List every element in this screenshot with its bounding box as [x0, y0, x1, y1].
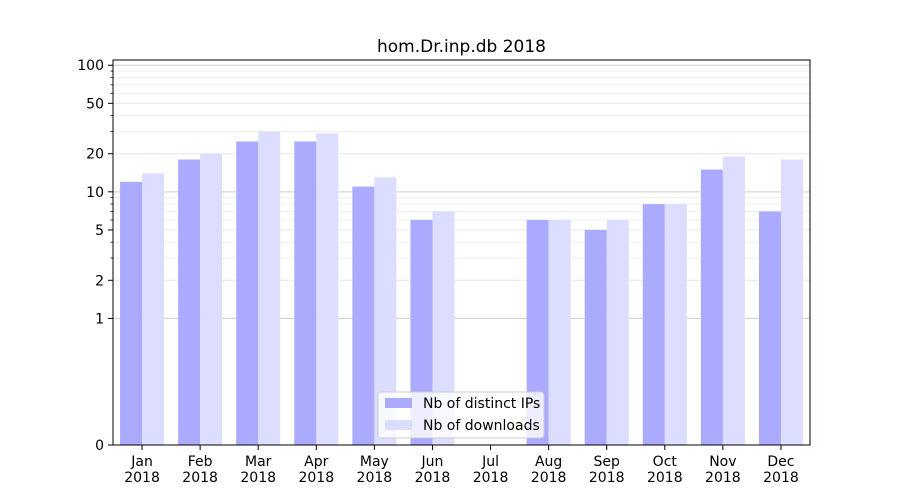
y-tick-label: 20 [86, 147, 104, 163]
chart-title: hom.Dr.inp.db 2018 [377, 37, 546, 57]
x-tick-label-month: Feb [188, 454, 213, 470]
bar-distinct-ips-feb [178, 159, 201, 445]
bar-distinct-ips-dec [758, 211, 781, 445]
x-tick-label-month: Dec [767, 454, 794, 470]
legend-label-downloads: Nb of downloads [423, 418, 540, 434]
bar-distinct-ips-jun [410, 219, 433, 445]
bar-distinct-ips-mar [236, 141, 259, 445]
x-tick-label-year: 2018 [473, 470, 509, 486]
bar-downloads-jun [432, 211, 455, 445]
x-tick-label-month: May [360, 454, 389, 470]
y-tick-label: 5 [95, 223, 104, 239]
legend-label-distinct-ips: Nb of distinct IPs [423, 396, 540, 412]
y-tick-label: 2 [95, 273, 104, 289]
legend: Nb of distinct IPs Nb of downloads [377, 391, 545, 439]
bar-downloads-nov [722, 156, 745, 446]
x-tick-label-year: 2018 [240, 470, 276, 486]
x-tick-label-year: 2018 [298, 470, 334, 486]
y-tick-label: 0 [95, 438, 104, 454]
x-axis: Jan2018Feb2018Mar2018Apr2018May2018Jun20… [124, 445, 799, 486]
x-tick-label-year: 2018 [124, 470, 160, 486]
x-tick-label-year: 2018 [647, 470, 683, 486]
y-tick-label: 10 [86, 185, 104, 201]
bar-distinct-ips-may [352, 186, 375, 446]
bar-distinct-ips-nov [700, 169, 723, 445]
y-tick-label: 1 [95, 311, 104, 327]
bar-distinct-ips-oct [642, 204, 665, 445]
x-tick-label-month: Aug [535, 454, 562, 470]
bar-downloads-may [374, 177, 397, 446]
x-tick-label-month: Oct [653, 454, 678, 470]
x-tick-label-month: Mar [245, 454, 272, 470]
gridlines [113, 64, 810, 319]
x-tick-label-month: Jun [421, 454, 444, 470]
bar-downloads-apr [316, 133, 339, 445]
x-tick-label-year: 2018 [531, 470, 567, 486]
bar-downloads-feb [200, 153, 223, 446]
x-tick-label-month: Sep [594, 454, 621, 470]
x-tick-label-year: 2018 [415, 470, 451, 486]
bars [120, 131, 803, 446]
x-tick-label-year: 2018 [763, 470, 799, 486]
y-tick-label: 50 [86, 96, 104, 112]
bar-distinct-ips-jan [120, 181, 143, 445]
legend-swatch-distinct-ips [385, 398, 412, 408]
bar-distinct-ips-aug [526, 219, 549, 445]
bar-downloads-aug [548, 219, 571, 445]
x-tick-label-year: 2018 [705, 470, 741, 486]
x-tick-label-year: 2018 [182, 470, 218, 486]
plot-frame [112, 59, 811, 446]
y-tick-label: 100 [77, 58, 104, 74]
x-tick-label-month: Nov [709, 454, 736, 470]
legend-box [377, 391, 545, 439]
x-tick-label-year: 2018 [589, 470, 625, 486]
bar-downloads-dec [780, 159, 803, 445]
bar-downloads-sep [606, 219, 629, 445]
bar-distinct-ips-sep [584, 229, 607, 445]
bar-downloads-oct [664, 204, 687, 445]
x-tick-label-year: 2018 [357, 470, 393, 486]
bar-downloads-jan [142, 173, 165, 445]
legend-swatch-downloads [385, 420, 412, 430]
bar-distinct-ips-apr [294, 141, 317, 445]
y-axis: 0 1 2 5 10 20 50 100 [77, 58, 113, 454]
bar-downloads-mar [258, 131, 281, 445]
x-tick-label-month: Jul [481, 454, 499, 470]
x-tick-label-month: Jan [130, 454, 153, 470]
x-tick-label-month: Apr [304, 454, 328, 470]
